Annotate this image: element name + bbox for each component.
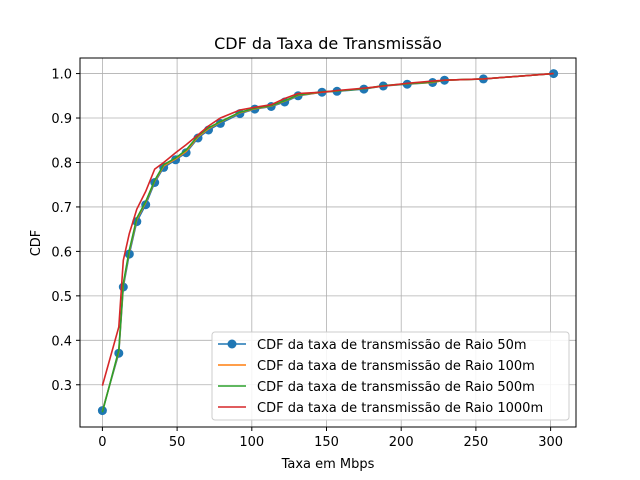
x-tick-label: 100 bbox=[239, 435, 264, 450]
y-tick-label: 0.4 bbox=[51, 334, 72, 349]
y-tick-label: 0.3 bbox=[51, 379, 72, 394]
y-tick-label: 0.6 bbox=[51, 245, 72, 260]
grid bbox=[80, 58, 576, 427]
plot-frame bbox=[79, 57, 577, 428]
y-tick-label: 0.8 bbox=[51, 156, 72, 171]
legend-marker bbox=[227, 339, 237, 349]
legend-box bbox=[211, 331, 570, 421]
x-tick-label: 250 bbox=[463, 435, 488, 450]
legend-entry-2: CDF da taxa de transmissão de Raio 100m bbox=[257, 359, 535, 374]
y-axis-label: CDF bbox=[29, 230, 44, 257]
legend-entry-1: CDF da taxa de transmissão de Raio 50m bbox=[257, 338, 527, 353]
x-tick-label: 150 bbox=[314, 435, 339, 450]
legend-entry-3: CDF da taxa de transmissão de Raio 500m bbox=[257, 380, 535, 395]
legend: CDF da taxa de transmissão de Raio 50m CD… bbox=[211, 331, 570, 421]
y-tick-label: 0.9 bbox=[51, 112, 72, 127]
x-tick-label: 200 bbox=[389, 435, 414, 450]
y-tick-label: 0.7 bbox=[51, 201, 72, 216]
x-tick-label: 300 bbox=[538, 435, 563, 450]
series-line-4 bbox=[101, 72, 554, 386]
x-tick-label: 50 bbox=[169, 435, 186, 450]
data-point bbox=[181, 148, 191, 158]
x-tick-label: 0 bbox=[98, 435, 106, 450]
chart-title: CDF da Taxa de Transmissão bbox=[214, 34, 442, 53]
ticks: 0 50 100 150 200 250 300 0.3 0.4 0.5 0.6 0.7 0.8 0.9 1… bbox=[51, 68, 563, 450]
series-layer bbox=[97, 69, 559, 416]
legend-entry-4: CDF da taxa de transmissão de Raio 1000m bbox=[257, 401, 543, 416]
y-tick-label: 1.0 bbox=[51, 68, 72, 83]
y-tick-label: 0.5 bbox=[51, 290, 72, 305]
x-axis-label: Taxa em Mbps bbox=[281, 457, 375, 472]
